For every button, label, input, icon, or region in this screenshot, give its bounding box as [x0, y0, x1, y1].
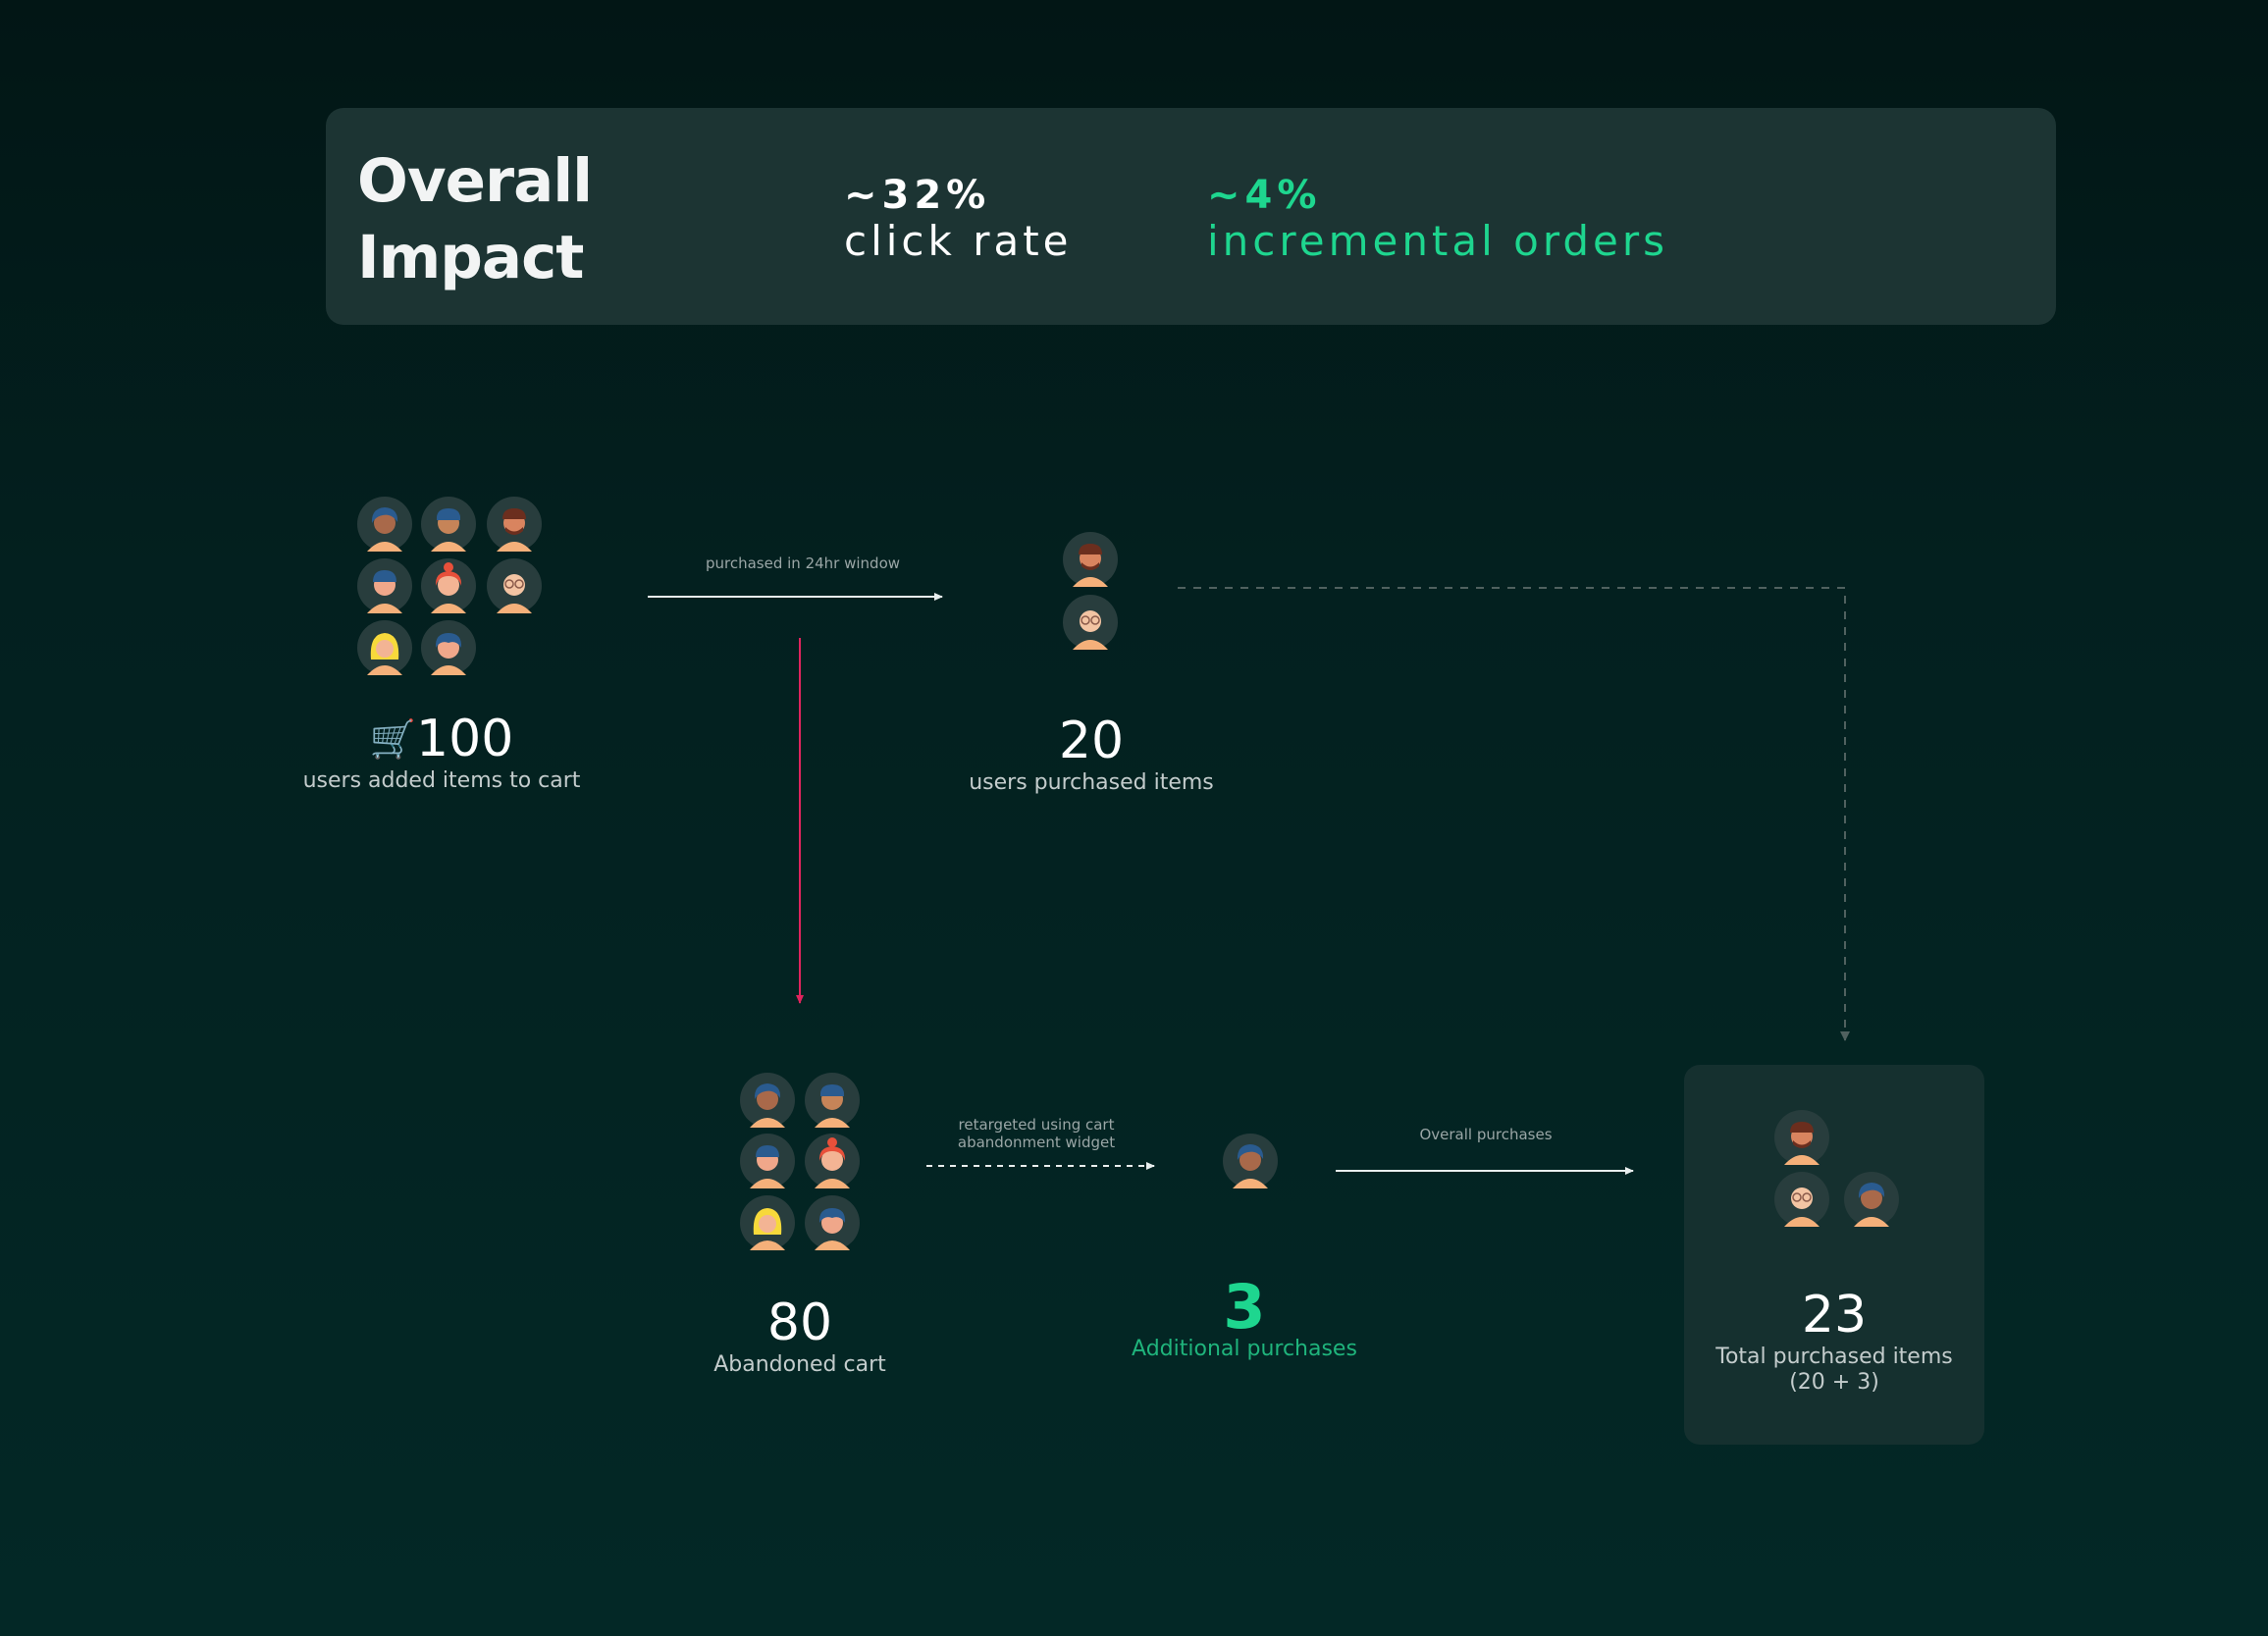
node-additional-value: 3 — [1223, 1271, 1266, 1343]
banner-title-line2: Impact — [357, 223, 584, 292]
metric-incremental-orders-value: ~4% — [1207, 173, 1322, 218]
node-abandoned-label: Abandoned cart — [713, 1352, 886, 1377]
avatar-icon — [1063, 595, 1118, 650]
avatar-icon — [357, 558, 412, 613]
metric-incremental-orders-label: incremental orders — [1207, 217, 1669, 265]
node-total-label-line2: (20 + 3) — [1789, 1370, 1879, 1395]
node-purchased-label: users purchased items — [969, 770, 1214, 795]
avatar-icon — [1844, 1172, 1899, 1227]
edge-label-overall-purchases-text: Overall purchases — [1419, 1126, 1553, 1143]
node-added-to-cart-value: 100 — [416, 710, 514, 768]
node-additional-label: Additional purchases — [1132, 1337, 1357, 1361]
avatar-icon — [805, 1195, 860, 1250]
avatar-icon — [805, 1073, 860, 1128]
node-total-label-line1: Total purchased items — [1715, 1345, 1953, 1369]
metric-click-rate-label: click rate — [844, 217, 1073, 265]
avatar-icon — [421, 620, 476, 675]
avatar-icon — [740, 1134, 795, 1188]
node-abandoned-value: 80 — [766, 1293, 833, 1352]
shopping-cart-icon: 🛒 — [369, 717, 417, 761]
arrow-purchased-to-total — [1178, 587, 1850, 1041]
metric-click-rate-value: ~32% — [844, 173, 991, 218]
metric-incremental-orders: ~4% incremental orders — [1207, 173, 1668, 265]
avatar-icon — [1063, 532, 1118, 587]
edge-label-retargeted: retargeted using cart abandonment widget — [923, 1116, 1150, 1151]
avatar-icon — [740, 1195, 795, 1250]
avatar-icon — [1223, 1134, 1278, 1188]
avatar-icon — [487, 558, 542, 613]
banner-title-line1: Overall — [357, 146, 593, 216]
node-total: 23 Total purchased items (20 + 3) — [1688, 1286, 1980, 1396]
avatar-icon — [1774, 1110, 1829, 1165]
node-additional: 3 Additional purchases — [1097, 1271, 1392, 1362]
edge-label-overall-purchases: Overall purchases — [1374, 1126, 1598, 1143]
avatar-icon — [421, 497, 476, 552]
banner-title: Overall Impact — [357, 143, 593, 296]
avatar-icon — [421, 558, 476, 613]
overall-impact-banner: Overall Impact ~32% click rate ~4% incre… — [326, 108, 2056, 325]
avatar-icon — [487, 497, 542, 552]
metric-click-rate: ~32% click rate — [844, 173, 1073, 265]
avatar-icon — [357, 620, 412, 675]
avatar-icon — [1774, 1172, 1829, 1227]
node-added-to-cart-label: users added items to cart — [302, 768, 581, 793]
avatar-icon — [805, 1134, 860, 1188]
node-purchased: 20 users purchased items — [944, 712, 1239, 796]
edge-label-purchased-window: purchased in 24hr window — [687, 554, 919, 572]
node-added-to-cart: 🛒100 users added items to cart — [294, 710, 589, 794]
node-total-value: 23 — [1801, 1286, 1868, 1345]
node-purchased-value: 20 — [1058, 712, 1125, 770]
total-purchased-box — [1684, 1065, 1984, 1445]
avatar-icon — [740, 1073, 795, 1128]
node-added-to-cart-value-row: 🛒100 — [294, 710, 589, 768]
edge-label-purchased-window-text: purchased in 24hr window — [705, 554, 901, 572]
edge-label-retargeted-line2: abandonment widget — [957, 1134, 1116, 1151]
avatar-icon — [357, 497, 412, 552]
node-abandoned: 80 Abandoned cart — [653, 1293, 947, 1378]
edge-label-retargeted-line1: retargeted using cart — [958, 1116, 1115, 1134]
